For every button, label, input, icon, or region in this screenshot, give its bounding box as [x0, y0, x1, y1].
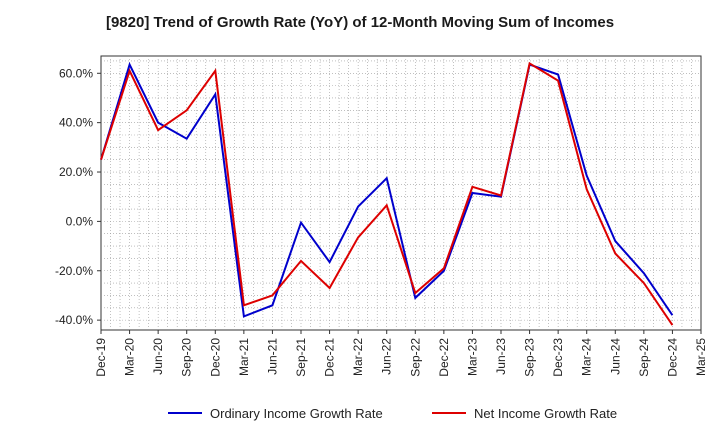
- x-tick-label: Mar-20: [123, 338, 137, 376]
- x-tick-label: Jun-22: [380, 338, 394, 375]
- y-tick-label: 40.0%: [59, 116, 93, 130]
- x-tick-label: Sep-20: [180, 338, 194, 377]
- x-tick-label: Dec-19: [94, 338, 108, 377]
- x-tick-label: Mar-25: [694, 338, 708, 376]
- x-tick-label: Jun-21: [265, 338, 279, 375]
- y-tick-label: 0.0%: [66, 214, 94, 228]
- x-tick-label: Mar-23: [465, 338, 479, 376]
- y-tick-label: -40.0%: [55, 313, 93, 327]
- x-tick-label: Jun-20: [151, 338, 165, 375]
- x-tick-label: Jun-24: [608, 338, 622, 375]
- x-tick-label: Dec-22: [437, 338, 451, 377]
- legend-label-ordinary-income: Ordinary Income Growth Rate: [210, 406, 383, 421]
- x-tick-label: Dec-20: [208, 338, 222, 377]
- x-tick-label: Dec-24: [665, 338, 679, 377]
- x-tick-label: Sep-22: [408, 338, 422, 377]
- legend-label-net-income: Net Income Growth Rate: [474, 406, 617, 421]
- series-line-net-income: [100, 61, 674, 326]
- x-tick-label: Jun-23: [494, 338, 508, 375]
- y-tick-label: 60.0%: [59, 66, 93, 80]
- y-tick-label: 20.0%: [59, 165, 93, 179]
- series-line-ordinary-income: [100, 61, 674, 318]
- x-tick-label: Mar-24: [580, 338, 594, 376]
- x-tick-label: Mar-21: [237, 338, 251, 376]
- x-tick-label: Mar-22: [351, 338, 365, 376]
- x-tick-label: Dec-21: [323, 338, 337, 377]
- x-tick-label: Sep-23: [523, 338, 537, 377]
- y-tick-label: -20.0%: [55, 264, 93, 278]
- x-tick-label: Sep-21: [294, 338, 308, 377]
- chart-title: [9820] Trend of Growth Rate (YoY) of 12-…: [105, 14, 615, 31]
- x-tick-label: Sep-24: [637, 338, 651, 377]
- plot-area: [100, 55, 702, 331]
- x-tick-label: Dec-23: [551, 338, 565, 377]
